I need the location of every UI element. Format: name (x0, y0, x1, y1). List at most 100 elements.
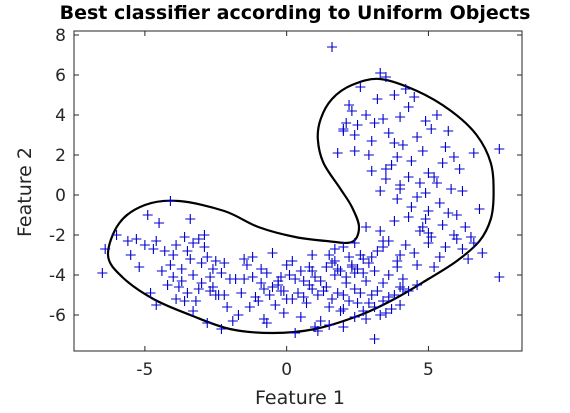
data-point (349, 312, 360, 322)
data-point (423, 228, 434, 238)
y-tick-label: 2 (55, 146, 66, 166)
data-point (168, 272, 179, 282)
data-point (426, 124, 437, 134)
data-point (412, 192, 423, 202)
data-point (349, 268, 360, 278)
data-point (429, 172, 440, 182)
data-point (185, 214, 196, 224)
data-point (205, 272, 216, 282)
data-point (310, 272, 321, 282)
axes-frame (73, 30, 523, 352)
data-point (329, 270, 340, 280)
data-point (179, 296, 190, 306)
data-point (380, 308, 391, 318)
data-point (372, 94, 383, 104)
data-point (378, 278, 389, 288)
data-point (332, 288, 343, 298)
data-point (434, 252, 445, 262)
data-point (420, 116, 431, 126)
data-point (344, 252, 355, 262)
data-point (301, 298, 312, 308)
data-point (457, 244, 468, 254)
data-point (329, 244, 340, 254)
data-point (375, 186, 386, 196)
data-point (290, 328, 301, 338)
data-point (100, 244, 111, 254)
data-point (494, 144, 505, 154)
data-point (349, 284, 360, 294)
data-point (131, 234, 142, 244)
data-point (474, 204, 485, 214)
data-point (202, 318, 213, 328)
data-point (125, 250, 136, 260)
data-point (261, 318, 272, 328)
data-point (344, 100, 355, 110)
data-point (196, 278, 207, 288)
data-point (366, 290, 377, 300)
data-point (392, 152, 403, 162)
data-point (335, 266, 346, 276)
y-axis-label: Feature 2 (14, 147, 36, 237)
data-point (406, 202, 417, 212)
data-point (165, 196, 176, 206)
data-point (383, 292, 394, 302)
data-point (397, 140, 408, 150)
data-point (193, 284, 204, 294)
data-point (210, 290, 221, 300)
data-point (188, 270, 199, 280)
data-point (199, 230, 210, 240)
data-point (383, 270, 394, 280)
data-point (417, 146, 428, 156)
data-point (420, 214, 431, 224)
data-point (397, 274, 408, 284)
data-point (409, 248, 420, 258)
data-point (431, 110, 442, 120)
data-point (196, 258, 207, 268)
data-point (227, 316, 238, 326)
data-point (207, 264, 218, 274)
data-point (414, 178, 425, 188)
data-point (341, 278, 352, 288)
data-point (327, 294, 338, 304)
data-point (378, 114, 389, 124)
data-point (338, 242, 349, 252)
data-point (171, 240, 182, 250)
data-point (403, 102, 414, 112)
data-point (159, 246, 170, 256)
data-point (256, 278, 267, 288)
data-point (440, 242, 451, 252)
x-axis-label: Feature 1 (255, 387, 345, 409)
data-point (275, 286, 286, 296)
data-point (395, 180, 406, 190)
data-point (358, 306, 369, 316)
data-point (111, 230, 122, 240)
data-point (122, 236, 133, 246)
x-tick-label: -5 (136, 360, 153, 380)
data-point (293, 288, 303, 298)
data-point (361, 314, 372, 324)
axes: -5 0 5 -6 -4 -2 0 2 4 6 8 (49, 26, 523, 380)
data-point (278, 308, 289, 318)
data-point (344, 296, 355, 306)
data-point (397, 284, 408, 294)
data-point (412, 280, 423, 290)
data-point (145, 288, 156, 298)
data-point (239, 254, 250, 264)
data-point (327, 42, 338, 52)
data-point (241, 260, 252, 270)
data-point (267, 248, 278, 258)
y-tick-label: -6 (49, 306, 66, 326)
data-point (400, 84, 411, 94)
data-point (375, 226, 386, 236)
data-point (361, 110, 372, 120)
data-point (448, 152, 459, 162)
data-point (346, 260, 357, 270)
y-tick-label: -2 (49, 226, 66, 246)
data-point (273, 280, 284, 290)
data-point (423, 206, 434, 216)
data-point (267, 282, 278, 292)
data-point (205, 286, 216, 296)
data-point (451, 210, 462, 220)
data-point (315, 276, 326, 286)
data-point (239, 274, 250, 284)
